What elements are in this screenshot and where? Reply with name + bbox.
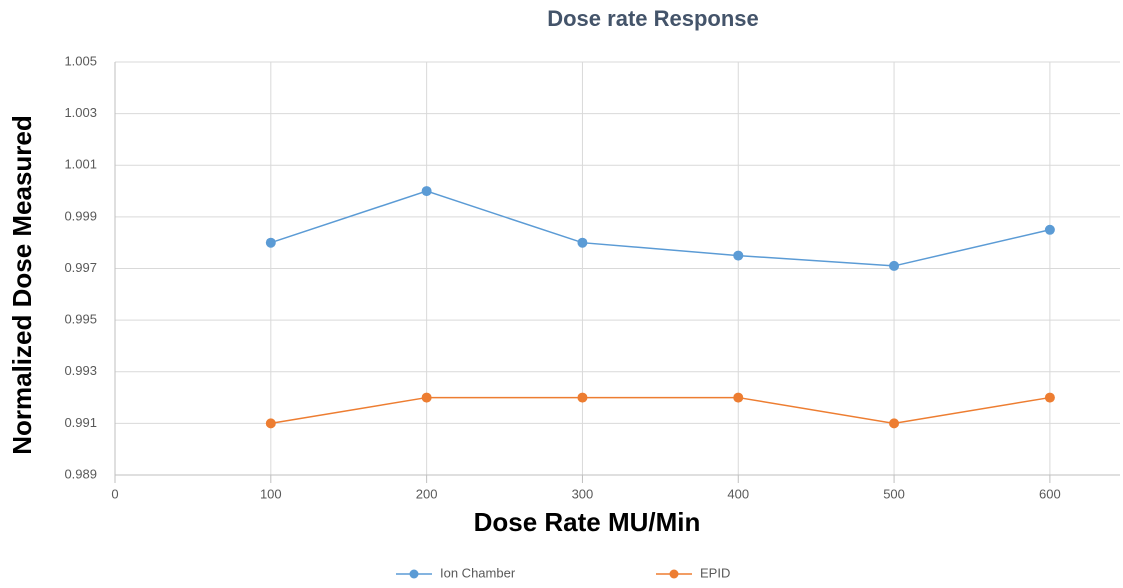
data-point xyxy=(577,237,588,248)
y-tick-label: 1.001 xyxy=(64,157,97,172)
legend-marker xyxy=(409,569,419,579)
x-tick-label: 600 xyxy=(1039,486,1061,501)
y-tick-label: 0.999 xyxy=(64,208,97,223)
y-tick-label: 1.005 xyxy=(64,53,97,68)
y-tick-label: 0.989 xyxy=(64,466,97,481)
data-point xyxy=(1044,224,1055,235)
data-point xyxy=(889,418,900,429)
y-tick-label: 0.995 xyxy=(64,312,97,327)
data-point xyxy=(265,418,276,429)
data-point xyxy=(421,392,432,403)
legend-label: Ion Chamber xyxy=(440,565,516,580)
data-point xyxy=(577,392,588,403)
data-point xyxy=(733,250,744,261)
x-tick-label: 500 xyxy=(883,486,905,501)
y-axis-label: Normalized Dose Measured xyxy=(7,115,37,455)
series-line xyxy=(270,396,1051,425)
x-tick-label: 100 xyxy=(260,486,282,501)
data-point xyxy=(1044,392,1055,403)
x-tick-label: 200 xyxy=(416,486,438,501)
y-tick-label: 0.991 xyxy=(64,415,97,430)
series-line xyxy=(270,190,1051,267)
x-axis-label: Dose Rate MU/Min xyxy=(474,507,701,537)
legend-label: EPID xyxy=(700,565,730,580)
x-tick-label: 0 xyxy=(111,486,118,501)
data-point xyxy=(733,392,744,403)
data-point xyxy=(889,260,900,271)
data-point xyxy=(421,186,432,197)
x-tick-label: 400 xyxy=(727,486,749,501)
data-point xyxy=(265,237,276,248)
chart-title: Dose rate Response xyxy=(547,6,759,31)
legend-marker xyxy=(669,569,679,579)
y-tick-label: 1.003 xyxy=(64,105,97,120)
x-tick-label: 300 xyxy=(572,486,594,501)
y-tick-label: 0.993 xyxy=(64,363,97,378)
y-tick-label: 0.997 xyxy=(64,260,97,275)
